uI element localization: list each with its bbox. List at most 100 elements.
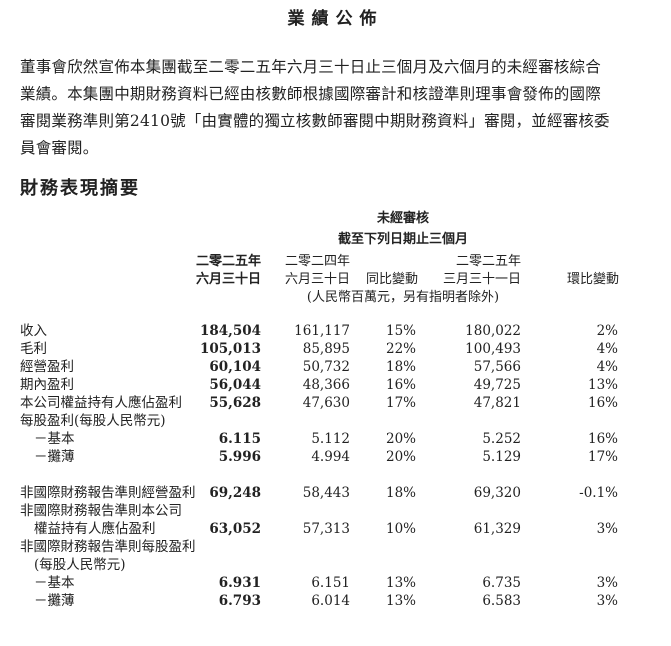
row-value: 3%: [596, 575, 618, 591]
table-row: 非國際財務報告準則本公司: [0, 502, 660, 520]
row-value: 4.994: [311, 449, 350, 465]
row-label: 期內盈利: [20, 377, 74, 393]
row-value: 6.583: [482, 593, 521, 609]
row-value: 16%: [385, 377, 416, 393]
row-value: 47,821: [473, 395, 521, 411]
row-value: 50,732: [302, 359, 350, 375]
row-label: 非國際財務報告準則本公司: [20, 503, 182, 519]
col-date: 三月三十一日: [442, 272, 521, 287]
col-date: 六月三十日: [195, 272, 261, 287]
row-label: (每股人民幣元): [34, 557, 126, 573]
row-value: 56,044: [209, 377, 261, 393]
row-value: 6.151: [311, 575, 350, 591]
table-row: 本公司權益持有人應佔盈利 55,628 47,630 17% 47,821 16%: [0, 394, 660, 412]
section-title: 財務表現摘要: [20, 178, 140, 199]
row-value: 13%: [385, 575, 416, 591]
row-value: 13%: [385, 593, 416, 609]
row-value: 2%: [596, 323, 618, 339]
row-value: 63,052: [209, 521, 261, 537]
row-value: 6.115: [218, 431, 261, 447]
table-row: 收入 184,504 161,117 15% 180,022 2%: [0, 322, 660, 340]
table-row: 每股盈利(每股人民幣元): [0, 412, 660, 430]
row-value: 17%: [587, 449, 618, 465]
row-value: 4%: [596, 341, 618, 357]
row-value: 49,725: [473, 377, 521, 393]
row-value: 161,117: [294, 323, 350, 339]
row-value: 4%: [596, 359, 618, 375]
intro-line: 業績。本集團中期財務資料已經由核數師根據國際審計和核證準則理事會發佈的國際: [20, 85, 601, 103]
row-value: 5.252: [482, 431, 521, 447]
row-label: 收入: [20, 323, 47, 339]
row-value: 16%: [587, 395, 618, 411]
row-value: 57,313: [302, 521, 350, 537]
table-row: 非國際財務報告準則經營盈利 69,248 58,443 18% 69,320 -0.1%: [0, 484, 660, 502]
row-value: 18%: [385, 359, 416, 375]
row-label: 毛利: [20, 341, 47, 357]
row-value: 60,104: [209, 359, 261, 375]
row-label: 權益持有人應佔盈利: [34, 521, 156, 537]
row-value: 85,895: [302, 341, 350, 357]
table-row: －攤薄 6.793 6.014 13% 6.583 3%: [0, 592, 660, 610]
row-value: 15%: [385, 323, 416, 339]
row-value: 184,504: [199, 323, 261, 339]
row-value: 20%: [385, 449, 416, 465]
header-unaudited: 未經審核: [376, 211, 430, 226]
row-label: －攤薄: [34, 593, 75, 609]
row-value: 22%: [385, 341, 416, 357]
col-qoq: 環比變動: [566, 272, 619, 287]
row-label: －基本: [34, 575, 75, 591]
intro-line: 審閱業務準則第2410號「由實體的獨立核數師審閱中期財務資料」審閱，並經審核委: [20, 112, 610, 130]
table-row: 毛利 105,013 85,895 22% 100,493 4%: [0, 340, 660, 358]
table-row: －基本 6.931 6.151 13% 6.735 3%: [0, 574, 660, 592]
row-value: 6.793: [218, 593, 261, 609]
row-value: 180,022: [465, 323, 521, 339]
row-value: 5.129: [482, 449, 521, 465]
row-value: 58,443: [302, 485, 350, 501]
row-label: －基本: [34, 431, 75, 447]
intro-line: 董事會欣然宣佈本集團截至二零二五年六月三十日止三個月及六個月的未經審核綜合: [20, 58, 601, 76]
row-label: 經營盈利: [20, 359, 74, 375]
row-value: 47,630: [302, 395, 350, 411]
page-title: 業績公佈: [287, 9, 384, 29]
col-year: 二零二五年: [195, 254, 261, 269]
row-value: 20%: [385, 431, 416, 447]
row-value: 55,628: [209, 395, 261, 411]
row-value: 18%: [385, 485, 416, 501]
row-value: 6.014: [311, 593, 350, 609]
col-year: 二零二五年: [455, 254, 521, 269]
row-label: 每股盈利(每股人民幣元): [20, 413, 166, 429]
table-row: －基本 6.115 5.112 20% 5.252 16%: [0, 430, 660, 448]
row-value: 69,248: [209, 485, 261, 501]
table-row: [0, 466, 660, 484]
row-value: 3%: [596, 521, 618, 537]
row-value: 5.112: [311, 431, 350, 447]
unit-note: (人民幣百萬元，另有指明者除外): [306, 290, 500, 305]
row-label: －攤薄: [34, 449, 75, 465]
table-row: (每股人民幣元): [0, 556, 660, 574]
row-label: 非國際財務報告準則每股盈利: [20, 539, 196, 555]
table-row: 權益持有人應佔盈利 63,052 57,313 10% 61,329 3%: [0, 520, 660, 538]
row-value: 17%: [385, 395, 416, 411]
row-value: 57,566: [473, 359, 521, 375]
intro-line: 員會審閱。: [20, 139, 99, 157]
row-value: 6.735: [482, 575, 521, 591]
col-date: 六月三十日: [284, 272, 350, 287]
row-value: 6.931: [218, 575, 261, 591]
row-value: -0.1%: [579, 485, 618, 501]
table-row: 期內盈利 56,044 48,366 16% 49,725 13%: [0, 376, 660, 394]
row-value: 61,329: [473, 521, 521, 537]
row-value: 16%: [587, 431, 618, 447]
table-row: 非國際財務報告準則每股盈利: [0, 538, 660, 556]
col-yoy: 同比變動: [365, 272, 418, 287]
row-value: 100,493: [465, 341, 521, 357]
row-value: 13%: [587, 377, 618, 393]
row-value: 48,366: [302, 377, 350, 393]
row-value: 5.996: [218, 449, 261, 465]
row-value: 105,013: [199, 341, 261, 357]
row-label: 非國際財務報告準則經營盈利: [20, 485, 196, 501]
row-value: 3%: [596, 593, 618, 609]
row-value: 10%: [385, 521, 416, 537]
table-row: 經營盈利 60,104 50,732 18% 57,566 4%: [0, 358, 660, 376]
table-row: －攤薄 5.996 4.994 20% 5.129 17%: [0, 448, 660, 466]
row-label: 本公司權益持有人應佔盈利: [20, 395, 182, 411]
